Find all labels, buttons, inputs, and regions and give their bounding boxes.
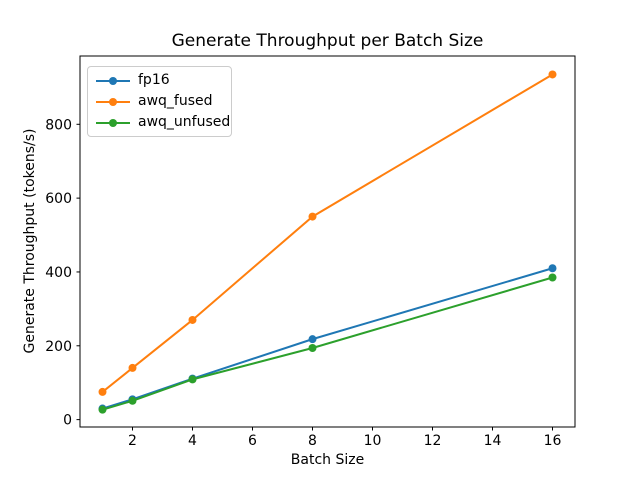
awq-fused-line-marker-icon — [96, 97, 130, 106]
chart-title: Generate Throughput per Batch Size — [171, 31, 484, 51]
data-point-fp16 — [308, 335, 317, 344]
data-point-awq_fused — [308, 212, 317, 221]
legend-item-awq-fused: awq_fused — [96, 91, 223, 112]
x-tick-label: 4 — [188, 433, 197, 449]
legend-dot-sample — [109, 97, 117, 106]
x-tick-label: 6 — [248, 433, 257, 449]
legend-label-fp16: fp16 — [138, 72, 170, 88]
legend: fp16 awq_fused awq_unfused — [87, 66, 232, 137]
legend-dot-sample — [109, 76, 117, 85]
fp16-line-marker-icon — [96, 76, 130, 85]
legend-dot-sample — [109, 118, 117, 127]
y-tick-label: 0 — [63, 413, 72, 429]
data-point-awq_unfused — [188, 375, 197, 384]
data-point-awq_unfused — [98, 405, 107, 414]
data-point-awq_unfused — [548, 273, 557, 282]
x-tick-label: 8 — [308, 433, 317, 449]
legend-item-awq-unfused: awq_unfused — [96, 112, 230, 133]
legend-label-awq-fused: awq_fused — [138, 93, 213, 109]
x-tick-label: 14 — [484, 433, 502, 449]
x-tick-label: 16 — [544, 433, 562, 449]
x-axis-label: Batch Size — [290, 452, 365, 468]
y-tick-label: 200 — [45, 339, 72, 355]
legend-item-fp16: fp16 — [96, 70, 223, 91]
x-tick-label: 2 — [128, 433, 137, 449]
x-tick-label: 10 — [364, 433, 382, 449]
data-point-fp16 — [548, 264, 557, 273]
x-tick-label: 12 — [424, 433, 442, 449]
legend-label-awq-unfused: awq_unfused — [138, 114, 231, 130]
y-tick-label: 600 — [45, 191, 72, 207]
y-tick-label: 400 — [45, 265, 72, 281]
y-tick-label: 800 — [45, 117, 72, 133]
data-point-awq_unfused — [128, 396, 137, 405]
data-point-awq_fused — [98, 387, 107, 396]
data-point-awq_unfused — [308, 344, 317, 353]
data-point-awq_fused — [188, 315, 197, 324]
y-axis-label: Generate Throughput (tokens/s) — [22, 128, 38, 354]
awq-unfused-line-marker-icon — [96, 118, 130, 127]
data-point-awq_fused — [548, 70, 557, 79]
data-point-awq_fused — [128, 363, 137, 372]
